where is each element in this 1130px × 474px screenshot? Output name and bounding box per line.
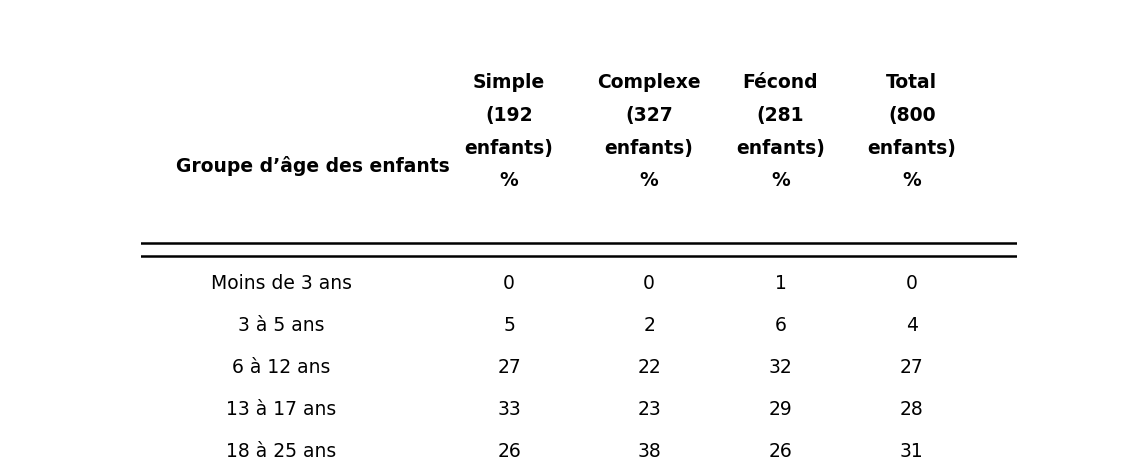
Text: (800: (800	[888, 106, 936, 125]
Text: 6 à 12 ans: 6 à 12 ans	[232, 357, 331, 377]
Text: enfants): enfants)	[464, 138, 554, 158]
Text: 0: 0	[643, 273, 655, 292]
Text: 28: 28	[899, 400, 924, 419]
Text: 26: 26	[497, 442, 521, 461]
Text: 0: 0	[906, 273, 918, 292]
Text: 13 à 17 ans: 13 à 17 ans	[226, 400, 337, 419]
Text: 27: 27	[899, 357, 924, 377]
Text: (192: (192	[485, 106, 533, 125]
Text: 23: 23	[637, 400, 661, 419]
Text: %: %	[499, 172, 519, 191]
Text: 2: 2	[643, 316, 655, 335]
Text: 38: 38	[637, 442, 661, 461]
Text: enfants): enfants)	[868, 138, 956, 158]
Text: enfants): enfants)	[605, 138, 694, 158]
Text: %: %	[640, 172, 659, 191]
Text: 5: 5	[503, 316, 515, 335]
Text: 32: 32	[768, 357, 792, 377]
Text: %: %	[903, 172, 921, 191]
Text: (281: (281	[757, 106, 805, 125]
Text: 18 à 25 ans: 18 à 25 ans	[226, 442, 337, 461]
Text: 27: 27	[497, 357, 521, 377]
Text: Groupe d’âge des enfants: Groupe d’âge des enfants	[176, 156, 450, 176]
Text: 31: 31	[899, 442, 924, 461]
Text: (327: (327	[625, 106, 673, 125]
Text: Total: Total	[886, 73, 938, 92]
Text: 1: 1	[774, 273, 786, 292]
Text: 6: 6	[774, 316, 786, 335]
Text: 29: 29	[768, 400, 792, 419]
Text: 33: 33	[497, 400, 521, 419]
Text: Fécond: Fécond	[742, 73, 818, 92]
Text: enfants): enfants)	[736, 138, 825, 158]
Text: 3 à 5 ans: 3 à 5 ans	[238, 316, 324, 335]
Text: Simple: Simple	[473, 73, 545, 92]
Text: %: %	[771, 172, 790, 191]
Text: 0: 0	[503, 273, 515, 292]
Text: 26: 26	[768, 442, 792, 461]
Text: Moins de 3 ans: Moins de 3 ans	[211, 273, 351, 292]
Text: 22: 22	[637, 357, 661, 377]
Text: 4: 4	[906, 316, 918, 335]
Text: Complexe: Complexe	[598, 73, 701, 92]
